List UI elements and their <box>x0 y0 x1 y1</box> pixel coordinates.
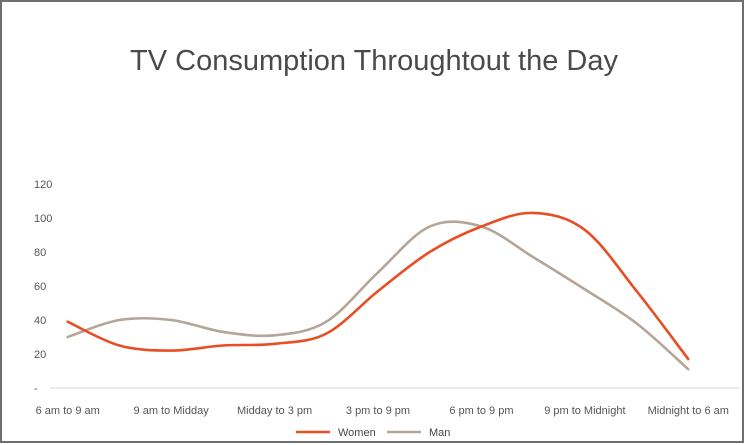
series-line-man <box>66 220 690 371</box>
x-tick-label: 3 pm to 9 pm <box>346 405 410 417</box>
series-line-women <box>66 211 690 361</box>
x-tick-label: 9 pm to Midnight <box>544 405 625 417</box>
legend-label-women: Women <box>338 427 376 439</box>
x-axis-ticks: 6 am to 9 am 9 am to Midday Midday to 3 pm… <box>36 405 729 417</box>
y-tick-label: 60 <box>34 281 46 293</box>
y-tick-label: - <box>34 383 38 395</box>
y-tick-label: 100 <box>34 213 52 225</box>
y-tick-label: 40 <box>34 315 46 327</box>
y-axis-ticks: - 20 40 60 80 100 120 <box>34 179 52 395</box>
y-tick-label: 120 <box>34 179 52 191</box>
legend-label-man: Man <box>429 427 450 439</box>
chart-title: TV Consumption Throughtout the Day <box>130 45 618 77</box>
x-tick-label: 9 am to Midday <box>134 405 210 417</box>
series-lines <box>66 211 690 371</box>
x-tick-label: 6 am to 9 am <box>36 405 100 417</box>
x-tick-label: Midday to 3 pm <box>237 405 312 417</box>
x-tick-label: 6 pm to 9 pm <box>449 405 513 417</box>
legend: Women Man <box>296 427 450 439</box>
y-tick-label: 80 <box>34 247 46 259</box>
y-tick-label: 20 <box>34 349 46 361</box>
x-tick-label: Midnight to 6 am <box>648 405 729 417</box>
